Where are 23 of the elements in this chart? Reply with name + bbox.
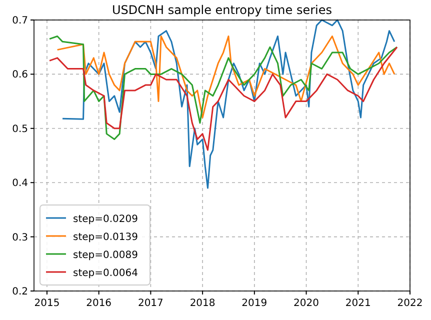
y-tick-label: 0.3 [12, 232, 28, 244]
x-tick-label: 2019 [242, 298, 268, 309]
y-tick-label: 0.6 [12, 70, 28, 81]
line-series [48, 46, 398, 151]
legend-label: step=0.0064 [73, 268, 138, 279]
legend-label: step=0.0139 [73, 232, 138, 243]
y-tick-label: 0.2 [12, 286, 28, 298]
line-series [56, 36, 396, 118]
x-tick-label: 2017 [138, 298, 164, 309]
x-tick-label: 2015 [34, 298, 60, 309]
x-tick-label: 2020 [294, 298, 319, 309]
x-tick-label: 2022 [397, 298, 423, 309]
y-tick-label: 0.7 [12, 16, 28, 26]
line-series [62, 19, 396, 189]
x-tick-label: 2021 [345, 298, 371, 309]
line-series [48, 36, 398, 140]
x-tick-label: 2018 [190, 298, 216, 309]
legend-label: step=0.0089 [73, 250, 138, 261]
x-tick-label: 2016 [86, 298, 112, 309]
chart-title: USDCNH sample entropy time series [112, 3, 332, 17]
y-tick-label: 0.4 [12, 178, 28, 190]
legend-label: step=0.0209 [73, 214, 138, 225]
y-tick-label: 0.5 [12, 124, 28, 135]
